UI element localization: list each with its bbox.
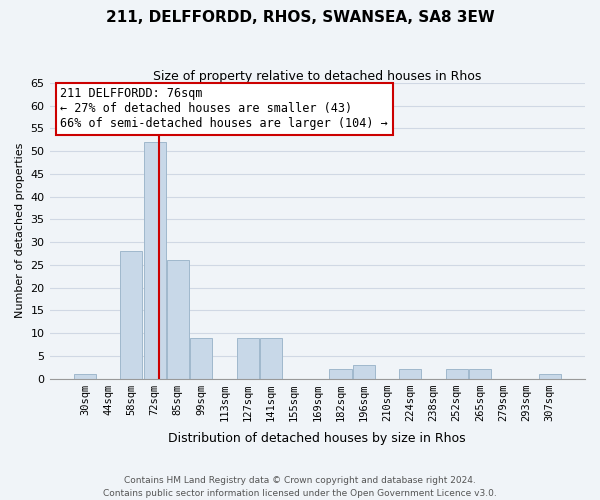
Text: Contains HM Land Registry data © Crown copyright and database right 2024.
Contai: Contains HM Land Registry data © Crown c… xyxy=(103,476,497,498)
Text: 211, DELFFORDD, RHOS, SWANSEA, SA8 3EW: 211, DELFFORDD, RHOS, SWANSEA, SA8 3EW xyxy=(106,10,494,25)
X-axis label: Distribution of detached houses by size in Rhos: Distribution of detached houses by size … xyxy=(169,432,466,445)
Bar xyxy=(260,338,282,378)
Bar xyxy=(329,370,352,378)
Bar xyxy=(167,260,189,378)
Text: 211 DELFFORDD: 76sqm
← 27% of detached houses are smaller (43)
66% of semi-detac: 211 DELFFORDD: 76sqm ← 27% of detached h… xyxy=(60,88,388,130)
Bar xyxy=(446,370,468,378)
Bar xyxy=(143,142,166,378)
Bar xyxy=(236,338,259,378)
Bar xyxy=(121,251,142,378)
Bar xyxy=(74,374,96,378)
Y-axis label: Number of detached properties: Number of detached properties xyxy=(15,143,25,318)
Bar xyxy=(190,338,212,378)
Bar xyxy=(399,370,421,378)
Title: Size of property relative to detached houses in Rhos: Size of property relative to detached ho… xyxy=(153,70,481,83)
Bar xyxy=(539,374,560,378)
Bar xyxy=(469,370,491,378)
Bar xyxy=(353,365,375,378)
